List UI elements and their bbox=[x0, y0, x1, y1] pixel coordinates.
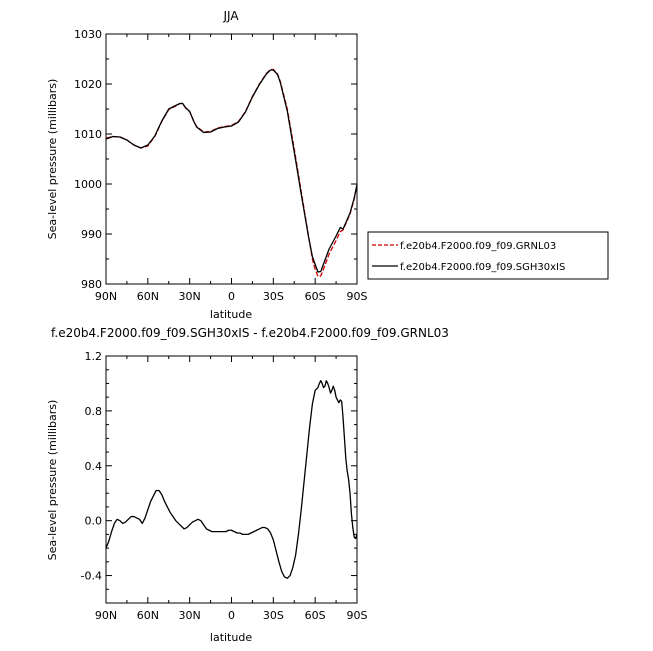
top-y-axis-label: Sea-level pressure (millibars) bbox=[46, 79, 59, 240]
x-tick-label: 30S bbox=[263, 290, 284, 303]
legend-box bbox=[367, 231, 609, 280]
y-tick-label: 1000 bbox=[74, 178, 102, 191]
top-series bbox=[105, 68, 358, 278]
series-line-1-0 bbox=[105, 380, 358, 579]
x-tick-label: 30N bbox=[179, 609, 201, 622]
top-y-tick-labels: 980 990 1000 1010 1020 1030 bbox=[74, 28, 102, 291]
y-tick-label: 1030 bbox=[74, 28, 102, 41]
y-tick-label: 1020 bbox=[74, 78, 102, 91]
x-tick-label: 60S bbox=[305, 290, 326, 303]
bottom-chart-title: f.e20b4.F2000.f09_f09.SGH30xIS - f.e20b4… bbox=[51, 326, 449, 340]
bottom-plot-frame bbox=[105, 355, 358, 604]
y-tick-label: 1010 bbox=[74, 128, 102, 141]
y-tick-label: 0.4 bbox=[85, 460, 103, 473]
bottom-x-axis-label: latitude bbox=[210, 631, 252, 644]
x-tick-label: 90S bbox=[347, 609, 368, 622]
x-tick-label: 90S bbox=[347, 290, 368, 303]
x-tick-label: 30S bbox=[263, 609, 284, 622]
series-line-0-1 bbox=[105, 69, 358, 273]
x-tick-label: 90N bbox=[95, 290, 117, 303]
panel-bottom: f.e20b4.F2000.f09_f09.SGH30xIS - f.e20b4… bbox=[46, 326, 449, 644]
y-tick-label: -0.4 bbox=[81, 570, 102, 583]
x-tick-label: 0 bbox=[228, 609, 235, 622]
x-tick-label: 60N bbox=[137, 609, 159, 622]
top-chart-title: JJA bbox=[222, 9, 239, 23]
bottom-x-tick-labels: 90N 60N 30N 0 30S 60S 90S bbox=[95, 609, 368, 622]
legend: f.e20b4.F2000.f09_f09.GRNL03 f.e20b4.F20… bbox=[367, 231, 609, 280]
y-tick-label: 0.0 bbox=[85, 515, 103, 528]
x-tick-label: 60N bbox=[137, 290, 159, 303]
series-line-0-0 bbox=[105, 68, 358, 278]
bottom-ticks bbox=[105, 355, 358, 604]
top-x-axis-label: latitude bbox=[210, 308, 252, 321]
x-tick-label: 30N bbox=[179, 290, 201, 303]
top-x-tick-labels: 90N 60N 30N 0 30S 60S 90S bbox=[95, 290, 368, 303]
bottom-y-axis-label: Sea-level pressure (millibars) bbox=[46, 400, 59, 561]
legend-label-sgh30xis: f.e20b4.F2000.f09_f09.SGH30xIS bbox=[400, 262, 565, 273]
x-tick-label: 90N bbox=[95, 609, 117, 622]
x-tick-label: 60S bbox=[305, 609, 326, 622]
legend-label-grnl03: f.e20b4.F2000.f09_f09.GRNL03 bbox=[400, 241, 556, 252]
panel-top: JJA 90N 60N 30N 0 30S 60S 90S 980 990 1000 1010 10… bbox=[46, 9, 368, 321]
y-tick-label: 990 bbox=[81, 228, 102, 241]
y-tick-label: 980 bbox=[81, 278, 102, 291]
y-tick-label: 0.8 bbox=[85, 405, 103, 418]
x-tick-label: 0 bbox=[228, 290, 235, 303]
y-tick-label: 1.2 bbox=[85, 350, 103, 363]
top-plot-frame bbox=[105, 33, 358, 285]
top-ticks bbox=[105, 33, 358, 285]
bottom-y-tick-labels: -0.4 0.0 0.4 0.8 1.2 bbox=[81, 350, 102, 583]
bottom-series bbox=[105, 380, 358, 579]
